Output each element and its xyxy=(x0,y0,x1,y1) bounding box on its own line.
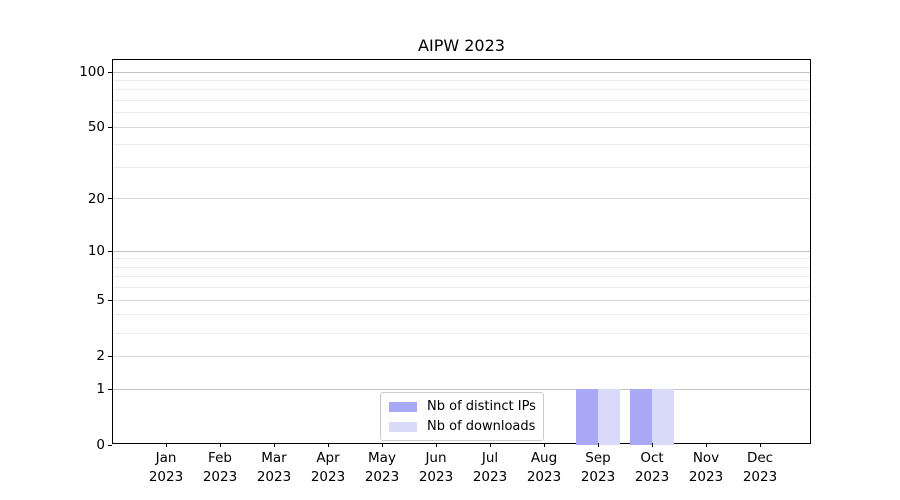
y-tick xyxy=(108,444,112,446)
x-tick xyxy=(543,443,545,447)
x-tick-label: May 2023 xyxy=(364,450,400,485)
gridline-major xyxy=(113,299,810,301)
x-tick-label: Aug 2023 xyxy=(526,450,562,485)
gridline-minor xyxy=(113,258,810,260)
gridline-major xyxy=(113,355,810,357)
gridline-minor xyxy=(113,266,810,268)
legend-label-distinct-ips: Nb of distinct IPs xyxy=(427,399,536,414)
legend-row: Nb of distinct IPs xyxy=(389,398,536,415)
downloads-swatch-icon xyxy=(389,421,417,432)
y-tick-label: 0 xyxy=(96,437,105,453)
gridline-minor xyxy=(113,100,810,101)
x-tick xyxy=(651,443,653,447)
y-tick xyxy=(108,250,112,252)
gridline-major xyxy=(113,126,810,128)
x-tick xyxy=(489,443,491,447)
x-tick-label: Feb 2023 xyxy=(202,450,238,485)
legend-label-downloads: Nb of downloads xyxy=(427,419,536,434)
gridline-minor xyxy=(113,314,810,316)
y-tick-label: 2 xyxy=(96,348,105,365)
x-tick-label: Jul 2023 xyxy=(472,450,508,485)
gridline-major xyxy=(113,250,810,252)
gridline-minor xyxy=(113,112,810,114)
gridline-minor xyxy=(113,276,810,278)
y-tick xyxy=(108,355,112,357)
x-tick-label: Nov 2023 xyxy=(688,450,724,485)
gridline-minor xyxy=(113,167,810,168)
chart-title: AIPW 2023 xyxy=(418,36,505,55)
gridline-minor xyxy=(113,79,810,81)
gridline-major xyxy=(113,198,810,200)
y-tick xyxy=(108,388,112,390)
gridline-major xyxy=(113,71,810,73)
legend: Nb of distinct IPs Nb of downloads xyxy=(380,392,544,441)
gridline-major xyxy=(113,388,810,390)
y-tick xyxy=(108,71,112,73)
x-tick xyxy=(759,443,761,447)
bar-nb-of-distinct-ips-sep xyxy=(576,389,598,445)
gridline-minor xyxy=(113,144,810,146)
gridline-minor xyxy=(113,89,810,91)
bar-nb-of-downloads-oct xyxy=(652,389,674,445)
y-tick xyxy=(108,198,112,200)
x-tick-label: Dec 2023 xyxy=(742,450,778,485)
x-tick-label: Oct 2023 xyxy=(634,450,670,485)
x-tick xyxy=(219,443,221,447)
y-tick-label: 1 xyxy=(96,381,105,397)
x-tick xyxy=(327,443,329,447)
gridline-minor xyxy=(113,332,810,334)
x-tick-label: Jan 2023 xyxy=(148,450,184,485)
gridline-minor xyxy=(113,287,810,289)
x-tick xyxy=(435,443,437,447)
bar-nb-of-downloads-sep xyxy=(598,389,620,445)
x-tick xyxy=(381,443,383,447)
legend-row: Nb of downloads xyxy=(389,418,535,435)
x-tick xyxy=(273,443,275,447)
y-tick-label: 100 xyxy=(79,64,105,80)
bar-nb-of-distinct-ips-oct xyxy=(630,389,652,445)
y-tick-label: 20 xyxy=(87,190,105,207)
x-tick-label: Apr 2023 xyxy=(310,450,346,485)
y-tick xyxy=(108,126,112,128)
x-tick-label: Sep 2023 xyxy=(580,450,616,485)
y-tick xyxy=(108,299,112,301)
x-tick xyxy=(597,443,599,447)
plot-area: Nb of distinct IPs Nb of downloads 0 1 2 5 1… xyxy=(79,59,811,485)
y-tick-label: 5 xyxy=(96,292,105,309)
y-tick-label: 50 xyxy=(87,119,105,136)
x-tick-label: Jun 2023 xyxy=(418,450,454,485)
y-tick-label: 10 xyxy=(87,243,105,260)
x-tick-label: Mar 2023 xyxy=(256,450,292,485)
x-tick xyxy=(165,443,167,447)
distinct-ips-swatch-icon xyxy=(389,401,417,412)
x-tick xyxy=(705,443,707,447)
